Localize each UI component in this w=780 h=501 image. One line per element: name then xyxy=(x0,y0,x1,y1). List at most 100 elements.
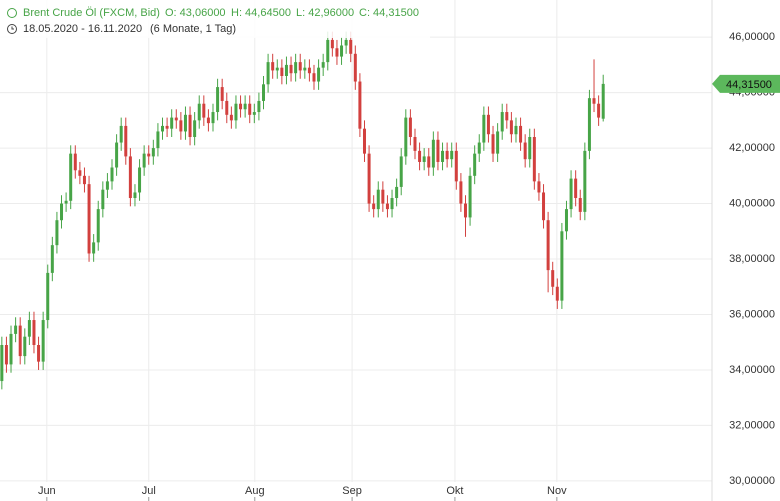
candle-body xyxy=(202,103,206,118)
title: Brent Crude Öl (FXCM, Bid) xyxy=(23,7,160,19)
candle-body xyxy=(445,150,449,160)
clock-icon xyxy=(7,24,17,34)
candle-body xyxy=(96,209,100,243)
period: (6 Monate, 1 Tag) xyxy=(150,23,236,35)
candle-body xyxy=(105,181,109,190)
candle-body xyxy=(473,153,477,176)
candle-body xyxy=(179,120,183,132)
x-tick-label: Sep xyxy=(342,485,362,497)
candle-body xyxy=(330,39,334,49)
candle-body xyxy=(82,175,86,185)
candle-body xyxy=(422,156,426,162)
candle-body xyxy=(239,103,243,110)
last-price-label: 44,31500 xyxy=(726,79,772,91)
candle-body xyxy=(537,181,541,193)
candle-body xyxy=(477,142,481,154)
y-tick-label: 46,00000 xyxy=(729,31,775,43)
candle-body xyxy=(92,242,96,254)
candle-body xyxy=(528,137,532,160)
candle-body xyxy=(491,134,495,154)
x-tick-label: Nov xyxy=(547,485,567,497)
candle-body xyxy=(41,320,45,362)
last-price-tag xyxy=(712,74,780,93)
x-tick-label: Aug xyxy=(245,485,265,497)
candle-body xyxy=(542,192,546,221)
y-tick-label: 42,00000 xyxy=(729,142,775,154)
candle-body xyxy=(385,203,389,210)
candle-body xyxy=(252,112,256,115)
candle-body xyxy=(18,325,22,357)
candle-body xyxy=(404,117,408,157)
date-range: 18.05.2020 - 16.11.2020 xyxy=(23,23,142,35)
candle-body xyxy=(138,167,142,193)
candle-body xyxy=(165,125,169,129)
header: Brent Crude Öl (FXCM, Bid) O: 43,06000 H… xyxy=(0,0,430,38)
candle-body xyxy=(4,344,8,365)
candle-body xyxy=(601,83,605,119)
candle-body xyxy=(0,344,4,382)
candle-body xyxy=(546,220,550,271)
plot-area xyxy=(0,0,712,482)
candle-body xyxy=(312,73,316,82)
candle-body xyxy=(69,153,73,201)
candle-body xyxy=(261,84,265,101)
clock-hand xyxy=(11,26,14,30)
candle-body xyxy=(37,344,41,362)
candle-body xyxy=(294,62,298,74)
candle-body xyxy=(298,62,302,71)
candle-body xyxy=(482,114,486,143)
candle-body xyxy=(110,167,114,182)
candle-body xyxy=(188,114,192,138)
candle-body xyxy=(50,245,54,273)
candle-body xyxy=(248,103,252,115)
candle-body xyxy=(266,62,270,85)
candle-body xyxy=(372,203,376,210)
x-tick-label: Okt xyxy=(446,485,463,497)
candle-body xyxy=(436,139,440,162)
candle-body xyxy=(161,125,165,132)
candle-body xyxy=(60,203,64,221)
candle-body xyxy=(597,103,601,118)
candle-body xyxy=(9,333,13,365)
candle-body xyxy=(587,98,591,151)
candle-body xyxy=(431,139,435,168)
candle-body xyxy=(289,64,293,74)
candle-body xyxy=(450,150,454,160)
candle-body xyxy=(73,153,77,171)
candle-body xyxy=(216,87,220,113)
candle-body xyxy=(353,53,357,82)
candle-body xyxy=(321,62,325,68)
candle-body xyxy=(514,125,518,135)
candle-body xyxy=(257,100,261,113)
candle-body xyxy=(64,200,68,204)
candle-body xyxy=(326,39,330,63)
candle-body xyxy=(280,67,284,76)
x-tick-label: Jun xyxy=(38,485,56,497)
candle-body xyxy=(119,125,123,143)
candle-body xyxy=(275,67,279,71)
candle-body xyxy=(115,142,119,168)
candle-body xyxy=(376,189,380,210)
candle-body xyxy=(55,220,59,246)
candle-body xyxy=(555,286,559,301)
candle-body xyxy=(427,156,431,168)
candle-body xyxy=(78,170,82,176)
candle-body xyxy=(133,192,137,199)
ohlc-close: C: 44,31500 xyxy=(359,7,419,19)
candle-body xyxy=(532,137,536,182)
candle-body xyxy=(496,131,500,154)
candle-body xyxy=(340,45,344,57)
candle-body xyxy=(197,103,201,121)
y-tick-label: 30,00000 xyxy=(729,475,775,487)
candle-body xyxy=(399,156,403,187)
y-tick-label: 34,00000 xyxy=(729,364,775,376)
candle-body xyxy=(206,117,210,124)
y-tick-label: 40,00000 xyxy=(729,197,775,209)
candle-body xyxy=(358,81,362,129)
candle-body xyxy=(569,178,573,210)
candle-body xyxy=(101,189,105,210)
candle-body xyxy=(468,175,472,218)
candle-body xyxy=(193,120,197,138)
